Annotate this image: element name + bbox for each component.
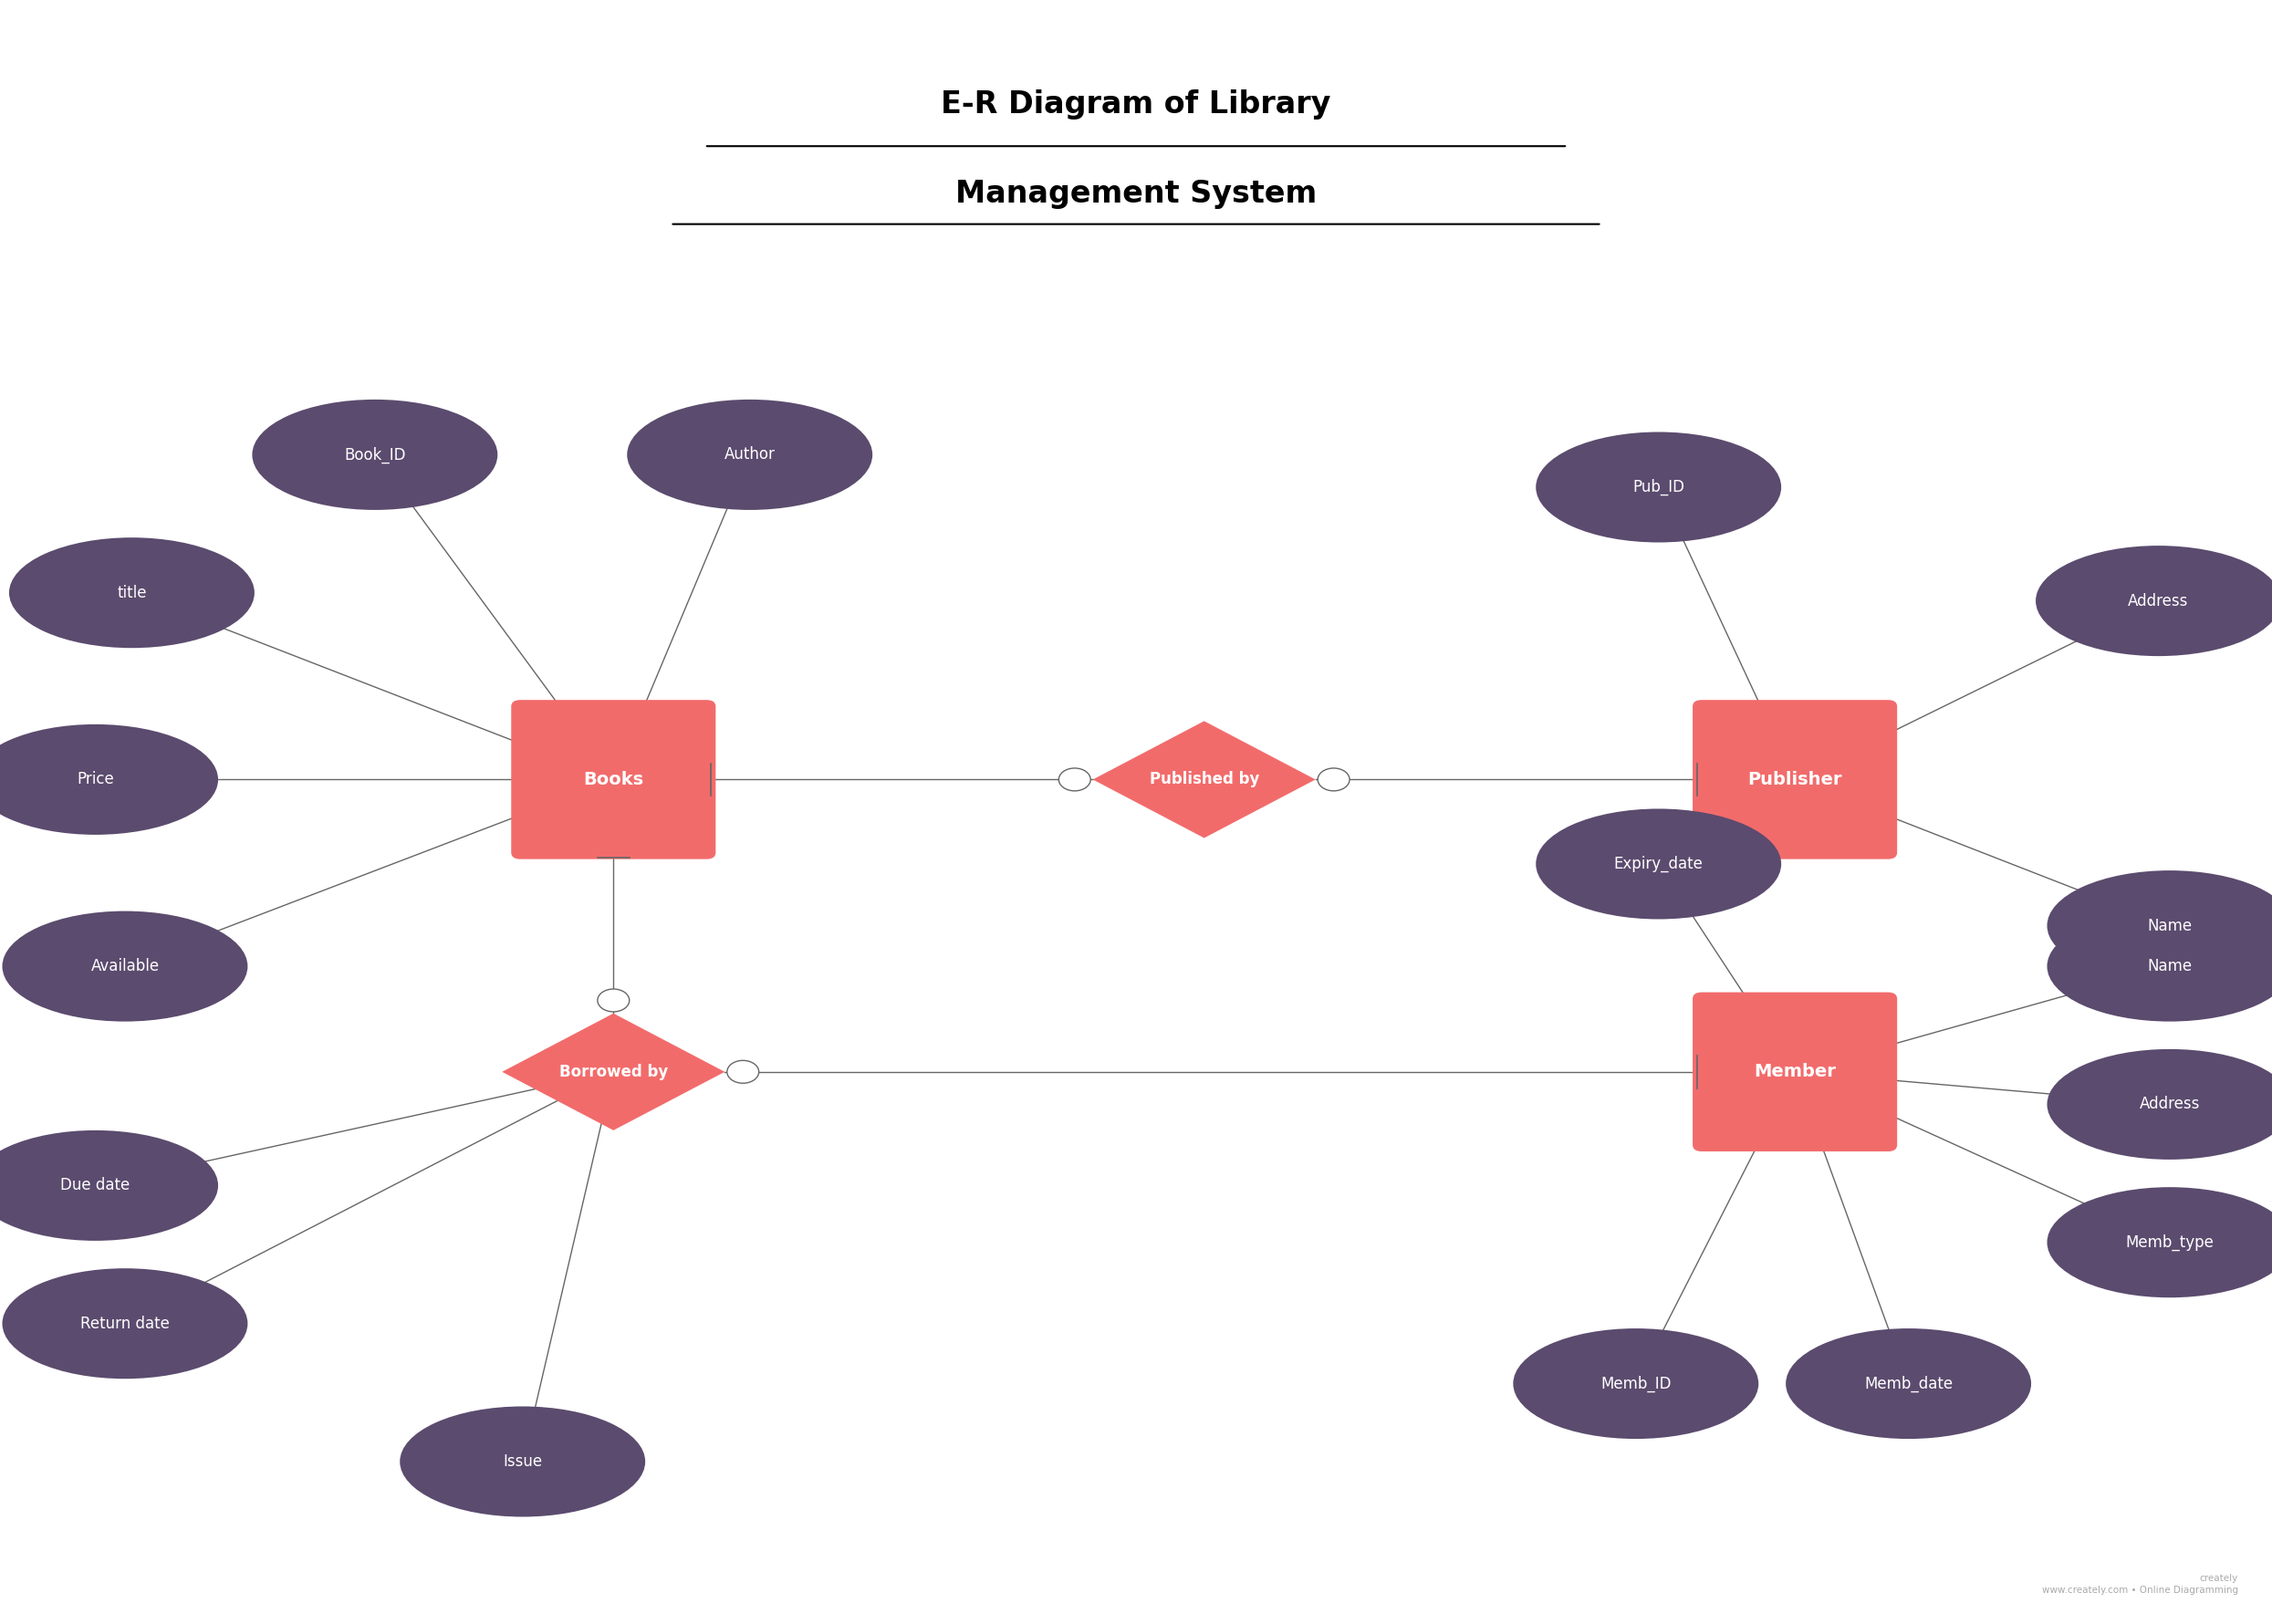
- Ellipse shape: [1513, 1328, 1759, 1439]
- FancyBboxPatch shape: [1693, 700, 1897, 859]
- Text: Address: Address: [2129, 593, 2188, 609]
- Ellipse shape: [0, 1130, 218, 1241]
- Polygon shape: [1093, 721, 1315, 838]
- Ellipse shape: [9, 538, 254, 648]
- Polygon shape: [502, 1013, 725, 1130]
- FancyBboxPatch shape: [511, 700, 716, 859]
- Text: Memb_type: Memb_type: [2127, 1234, 2213, 1250]
- Text: Memb_date: Memb_date: [1863, 1376, 1954, 1392]
- Text: Author: Author: [725, 447, 775, 463]
- Ellipse shape: [1536, 809, 1781, 919]
- Ellipse shape: [2047, 1049, 2272, 1160]
- Ellipse shape: [400, 1406, 645, 1517]
- Text: E-R Diagram of Library: E-R Diagram of Library: [941, 89, 1331, 120]
- Text: Memb_ID: Memb_ID: [1599, 1376, 1672, 1392]
- Circle shape: [727, 1060, 759, 1083]
- Text: Books: Books: [584, 771, 643, 788]
- Ellipse shape: [2047, 870, 2272, 981]
- Text: creately
www.creately.com • Online Diagramming: creately www.creately.com • Online Diagr…: [2043, 1574, 2238, 1595]
- Text: Pub_ID: Pub_ID: [1634, 479, 1684, 495]
- Ellipse shape: [2047, 1187, 2272, 1298]
- Ellipse shape: [1536, 432, 1781, 542]
- Circle shape: [1318, 768, 1350, 791]
- Text: Management System: Management System: [954, 179, 1318, 209]
- Circle shape: [598, 989, 629, 1012]
- Text: Issue: Issue: [502, 1453, 543, 1470]
- Text: Borrowed by: Borrowed by: [559, 1064, 668, 1080]
- Text: Due date: Due date: [61, 1177, 130, 1194]
- Text: Published by: Published by: [1150, 771, 1259, 788]
- Ellipse shape: [1786, 1328, 2031, 1439]
- Text: Expiry_date: Expiry_date: [1613, 856, 1704, 872]
- Text: Member: Member: [1754, 1064, 1836, 1080]
- Text: Name: Name: [2147, 958, 2192, 974]
- Text: Return date: Return date: [80, 1315, 170, 1332]
- FancyBboxPatch shape: [1693, 992, 1897, 1151]
- Text: Price: Price: [77, 771, 114, 788]
- Ellipse shape: [252, 400, 498, 510]
- Text: Address: Address: [2140, 1096, 2199, 1112]
- Text: Book_ID: Book_ID: [343, 447, 407, 463]
- Ellipse shape: [2, 1268, 248, 1379]
- Text: Publisher: Publisher: [1747, 771, 1843, 788]
- Ellipse shape: [627, 400, 872, 510]
- Ellipse shape: [2036, 546, 2272, 656]
- Text: Available: Available: [91, 958, 159, 974]
- Ellipse shape: [0, 724, 218, 835]
- Ellipse shape: [2047, 911, 2272, 1021]
- Circle shape: [1059, 768, 1091, 791]
- Text: title: title: [116, 585, 148, 601]
- Text: Name: Name: [2147, 918, 2192, 934]
- Ellipse shape: [2, 911, 248, 1021]
